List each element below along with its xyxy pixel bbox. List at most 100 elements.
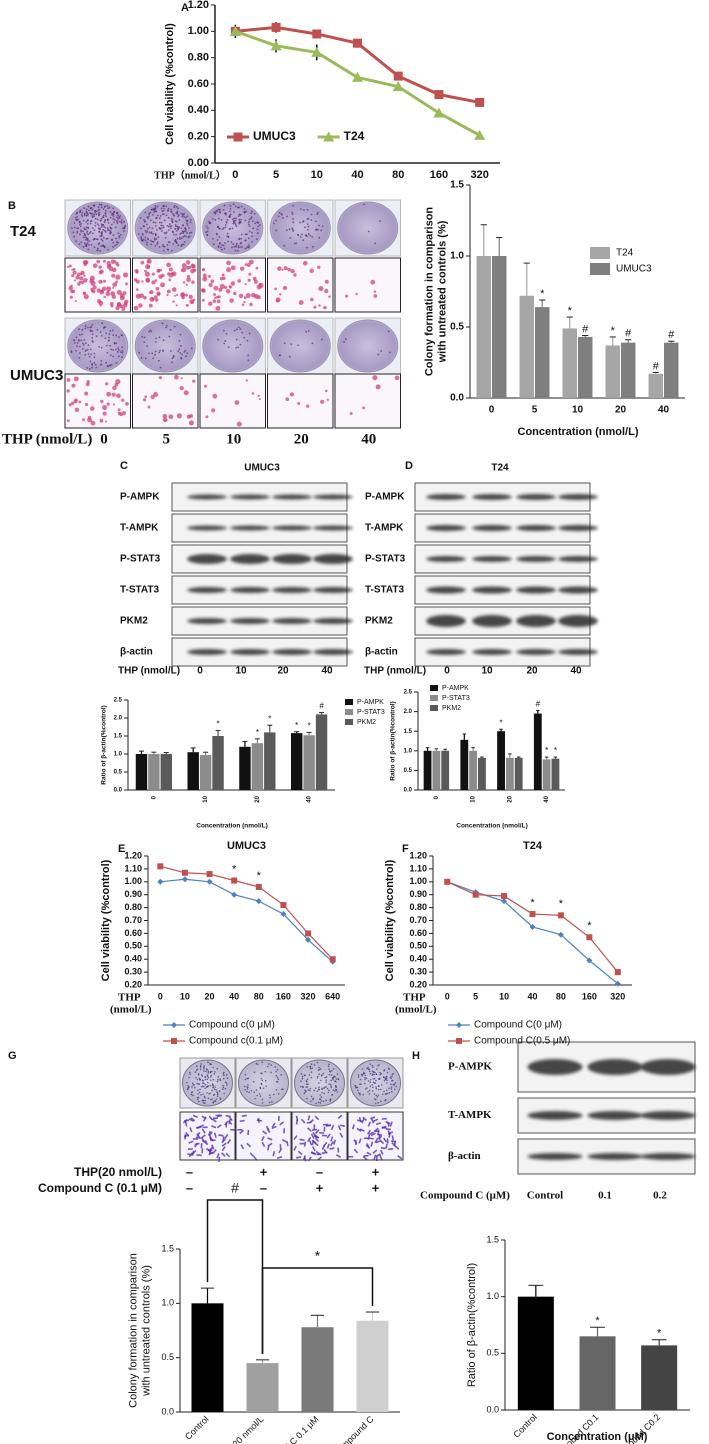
cell-stroke xyxy=(241,1114,247,1117)
colony-dot xyxy=(229,207,232,210)
cell-dot xyxy=(239,266,245,271)
cell-dot xyxy=(224,285,228,290)
colony-dot xyxy=(180,245,183,247)
colony-dot xyxy=(259,1095,262,1097)
colony-dot xyxy=(371,1064,374,1067)
cell-stroke xyxy=(226,1139,232,1145)
colony-dot xyxy=(164,236,167,239)
legend-label: P-AMPK xyxy=(442,685,469,692)
colony-dot xyxy=(380,1072,383,1075)
colony-dot xyxy=(235,217,237,220)
colony-dot xyxy=(264,1079,267,1082)
marker xyxy=(271,22,281,32)
colony-dot xyxy=(192,1084,195,1086)
colony-dot xyxy=(213,1072,216,1075)
colony-dot xyxy=(76,230,79,233)
colony-dot xyxy=(330,1079,332,1082)
cell-dot xyxy=(116,302,122,308)
marker xyxy=(529,911,536,918)
cell-dot xyxy=(362,406,365,410)
colony-dot xyxy=(292,221,295,224)
colony-dot xyxy=(143,219,146,221)
colony-dot xyxy=(165,231,168,234)
colony-dot xyxy=(254,1097,256,1100)
colony-dot xyxy=(199,1088,201,1091)
colony-dot xyxy=(218,242,221,245)
blot-band xyxy=(230,554,270,564)
cell-dot xyxy=(172,300,175,303)
colony-dot xyxy=(96,238,99,241)
cell-dot xyxy=(394,375,400,381)
colony-dot xyxy=(143,336,146,339)
colony-dot xyxy=(182,235,185,238)
blot-band xyxy=(558,649,598,655)
colony-dot xyxy=(316,213,319,216)
colony-dot xyxy=(305,1090,307,1092)
cell-dot xyxy=(176,293,179,297)
colony-dot xyxy=(110,354,112,357)
colony-dot xyxy=(204,1083,207,1086)
cell-stroke xyxy=(188,1140,194,1144)
colony-dot xyxy=(116,220,118,223)
colony-dot xyxy=(161,322,164,325)
colony-dot xyxy=(102,244,105,247)
colony-dot xyxy=(212,1084,215,1087)
colony-dot xyxy=(336,1091,339,1093)
colony-dot xyxy=(91,232,94,235)
colony-dot xyxy=(316,1061,319,1064)
petri-dish xyxy=(337,201,399,255)
cell-stroke xyxy=(372,1149,378,1154)
colony-dot xyxy=(246,1077,248,1080)
condition-sign: + xyxy=(372,1180,380,1195)
lane-label: 0.1 xyxy=(598,1190,612,1202)
chart-title: UMUC3 xyxy=(227,840,266,852)
colony-dot xyxy=(226,235,228,238)
colony-dot xyxy=(101,239,104,242)
cell-dot xyxy=(156,291,161,296)
x-tick-label: 0 xyxy=(445,991,450,1001)
bar xyxy=(251,743,264,790)
colony-dot xyxy=(118,235,121,238)
colony-dot xyxy=(301,1075,304,1078)
colony-dot xyxy=(107,248,109,251)
colony-dot xyxy=(272,1093,275,1096)
cell-dot xyxy=(282,285,288,291)
significance: * xyxy=(568,305,573,317)
cell-stroke xyxy=(391,1135,394,1141)
blot-band xyxy=(187,618,227,624)
colony-dot xyxy=(380,350,383,352)
cell-dot xyxy=(324,288,329,294)
colony-dot xyxy=(259,1086,262,1089)
cell-dot xyxy=(74,407,80,413)
colony-dot xyxy=(221,248,223,251)
x-tick-label: 5 xyxy=(273,169,279,181)
cell-dot xyxy=(213,292,217,296)
colony-dot xyxy=(216,233,218,236)
legend-swatch xyxy=(430,685,438,691)
y-tick-label: 0.5 xyxy=(114,770,123,776)
colony-dot xyxy=(115,362,118,364)
colony-dot xyxy=(316,229,319,231)
colony-dot xyxy=(203,1065,205,1067)
cell-stroke xyxy=(370,1141,374,1147)
colony-dot xyxy=(227,235,230,238)
cell-dot xyxy=(186,277,191,283)
cell-dot xyxy=(179,385,184,391)
colony-dot xyxy=(237,246,240,249)
colony-dot xyxy=(222,227,225,229)
colony-dot xyxy=(91,337,94,339)
cell-dot xyxy=(86,380,90,384)
colony-dot xyxy=(166,248,169,251)
cell-stroke xyxy=(308,1140,313,1146)
cell-stroke xyxy=(249,1152,255,1158)
colony-dot xyxy=(80,230,83,233)
cell-dot xyxy=(323,305,327,310)
cell-dot xyxy=(83,291,86,295)
colony-dot xyxy=(146,237,149,240)
colony-dot xyxy=(226,1077,229,1080)
colony-dot xyxy=(97,247,99,250)
colony-dot xyxy=(251,220,254,223)
cell-dot xyxy=(147,405,151,409)
cell-stroke xyxy=(332,1139,337,1145)
cell-stroke xyxy=(276,1156,283,1160)
